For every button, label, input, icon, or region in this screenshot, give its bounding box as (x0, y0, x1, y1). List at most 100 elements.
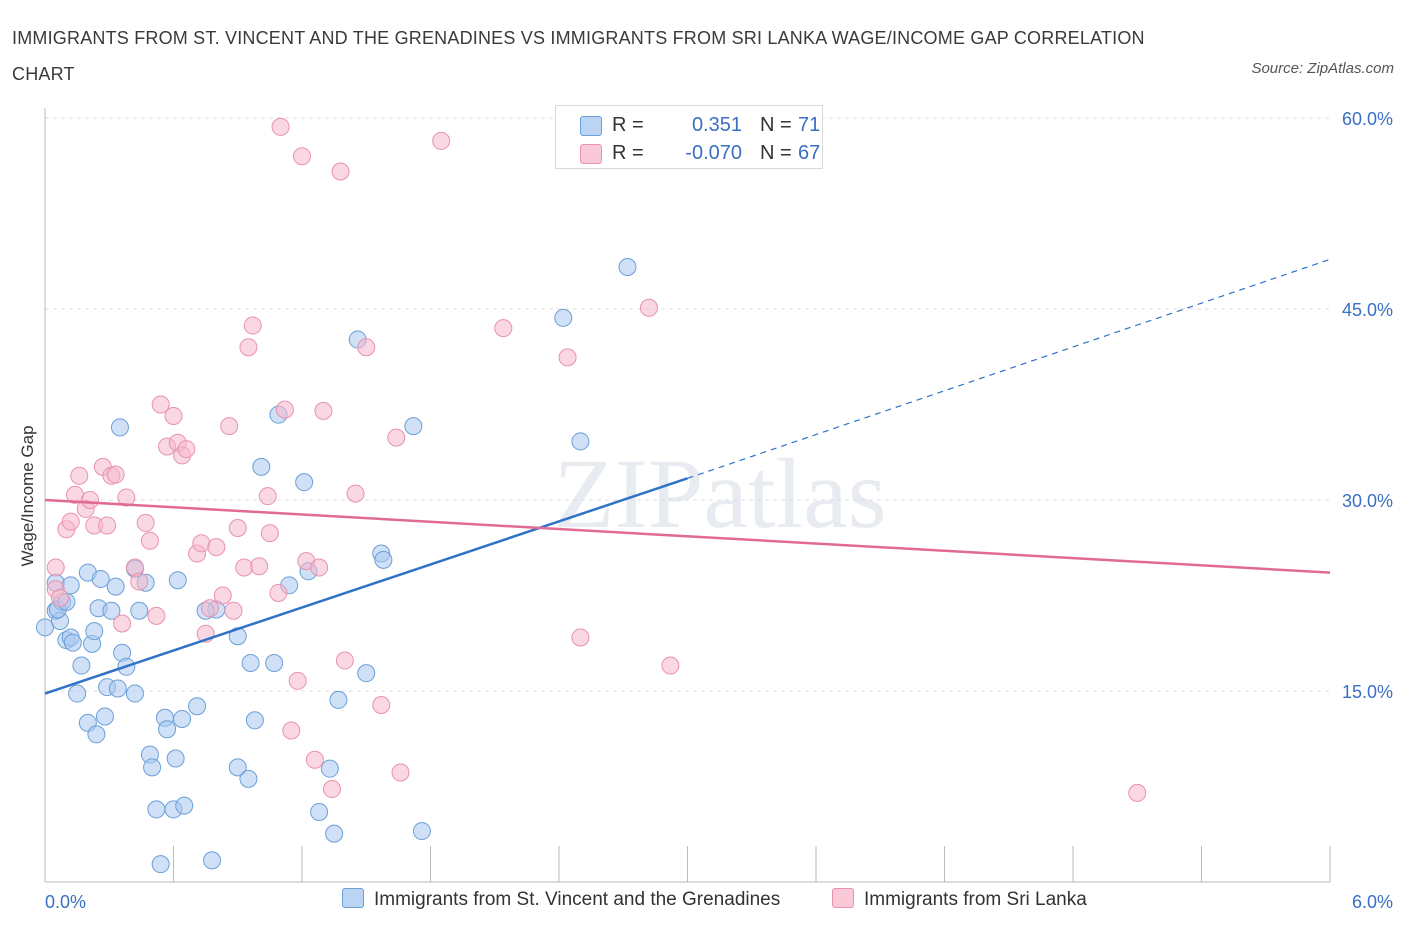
y-tick-label: 45.0% (1342, 300, 1393, 320)
tick-labels: 15.0% 30.0% 45.0% 60.0% 0.0% 6.0% (45, 109, 1393, 912)
legend-n-label: N = (760, 114, 792, 136)
data-point-sri-lanka (164, 406, 183, 425)
data-point-sri-lanka (387, 428, 406, 447)
trend-line-st-vincent-extension (687, 258, 1331, 479)
legend-r-label: R = (612, 114, 644, 136)
data-point-st-vincent (143, 758, 162, 777)
data-point-sri-lanka (288, 671, 307, 690)
data-point-sri-lanka (314, 401, 333, 420)
data-point-st-vincent (102, 601, 121, 620)
data-point-sri-lanka (661, 656, 680, 675)
data-point-sri-lanka (310, 558, 329, 577)
y-tick-label: 60.0% (1342, 109, 1393, 129)
data-point-st-vincent (151, 855, 170, 874)
data-point-sri-lanka (46, 558, 65, 577)
data-point-sri-lanka (98, 516, 117, 535)
bottom-legend-label: Immigrants from St. Vincent and the Gren… (374, 889, 781, 910)
data-point-st-vincent (325, 824, 344, 843)
data-point-sri-lanka (305, 750, 324, 769)
data-point-sri-lanka (228, 519, 247, 538)
data-point-sri-lanka (322, 780, 341, 799)
data-point-st-vincent (106, 577, 125, 596)
data-point-sri-lanka (239, 338, 258, 357)
data-point-st-vincent (245, 711, 264, 730)
data-point-st-vincent (168, 571, 187, 590)
data-point-st-vincent (110, 418, 129, 437)
trend-line-st-vincent (44, 477, 688, 695)
data-point-st-vincent (158, 720, 177, 739)
data-point-sri-lanka (117, 488, 136, 507)
legend-r-value: -0.070 (685, 142, 742, 164)
chart-title: IMMIGRANTS FROM ST. VINCENT AND THE GREN… (12, 28, 1145, 84)
data-point-sri-lanka (258, 487, 277, 506)
data-point-sri-lanka (70, 466, 89, 485)
data-point-sri-lanka (269, 583, 288, 602)
data-point-st-vincent (295, 473, 314, 492)
data-point-st-vincent (68, 684, 87, 703)
data-point-st-vincent (320, 759, 339, 778)
data-point-sri-lanka (136, 513, 155, 532)
data-point-sri-lanka (282, 721, 301, 740)
data-point-sri-lanka (220, 417, 239, 436)
data-point-sri-lanka (61, 512, 80, 531)
data-point-st-vincent (252, 457, 271, 476)
data-point-st-vincent (175, 796, 194, 815)
data-point-sri-lanka (571, 628, 590, 647)
legend-r-label: R = (612, 142, 644, 164)
data-point-st-vincent (125, 684, 144, 703)
data-point-sri-lanka (391, 763, 410, 782)
data-point-st-vincent (166, 749, 185, 768)
data-point-sri-lanka (224, 601, 243, 620)
data-point-sri-lanka (335, 651, 354, 670)
data-point-st-vincent (329, 690, 348, 709)
data-point-sri-lanka (207, 538, 226, 557)
data-point-sri-lanka (275, 400, 294, 419)
data-point-st-vincent (91, 569, 110, 588)
bottom-legend-sri-lanka: Immigrants from Sri Lanka (832, 888, 1087, 911)
series-sri-lanka (46, 117, 1147, 802)
data-point-sri-lanka (177, 440, 196, 459)
data-point-st-vincent (241, 653, 260, 672)
data-point-sri-lanka (260, 524, 279, 543)
bottom-legend-label: Immigrants from Sri Lanka (864, 889, 1087, 910)
y-axis-label: Wage/Income Gap (18, 425, 37, 567)
trend-line-sri-lanka (44, 498, 1331, 574)
data-point-sri-lanka (113, 614, 132, 633)
data-point-st-vincent (618, 257, 637, 276)
data-point-st-vincent (87, 725, 106, 744)
data-point-sri-lanka (235, 558, 254, 577)
data-point-sri-lanka (147, 606, 166, 625)
x-tick-label-max: 6.0% (1352, 892, 1393, 912)
legend-r-value: 0.351 (691, 114, 742, 136)
data-point-sri-lanka (372, 696, 391, 715)
watermark: ZIPatlas (553, 438, 886, 549)
data-point-sri-lanka (346, 484, 365, 503)
y-tick-label: 30.0% (1342, 491, 1393, 511)
data-point-sri-lanka (494, 319, 513, 338)
data-point-st-vincent (374, 550, 393, 569)
data-point-st-vincent (36, 618, 54, 637)
data-point-st-vincent (173, 710, 192, 729)
data-point-st-vincent (147, 800, 166, 819)
x-tick-label-min: 0.0% (45, 892, 86, 912)
data-point-sri-lanka (558, 348, 577, 367)
data-point-st-vincent (412, 822, 431, 841)
data-point-st-vincent (554, 308, 573, 327)
data-point-sri-lanka (192, 534, 211, 553)
data-point-st-vincent (203, 851, 222, 870)
legend-swatch-pink (580, 144, 602, 164)
data-point-sri-lanka (357, 338, 376, 357)
data-point-sri-lanka (639, 298, 658, 317)
data-point-sri-lanka (140, 531, 159, 550)
data-point-st-vincent (404, 417, 423, 436)
data-point-st-vincent (239, 769, 258, 788)
data-point-st-vincent (95, 707, 114, 726)
data-point-sri-lanka (50, 589, 69, 608)
data-point-sri-lanka (200, 599, 219, 618)
data-point-st-vincent (357, 664, 376, 683)
trend-lines (44, 258, 1331, 695)
data-point-st-vincent (85, 622, 104, 641)
data-point-sri-lanka (80, 491, 99, 509)
axes (44, 108, 1331, 883)
